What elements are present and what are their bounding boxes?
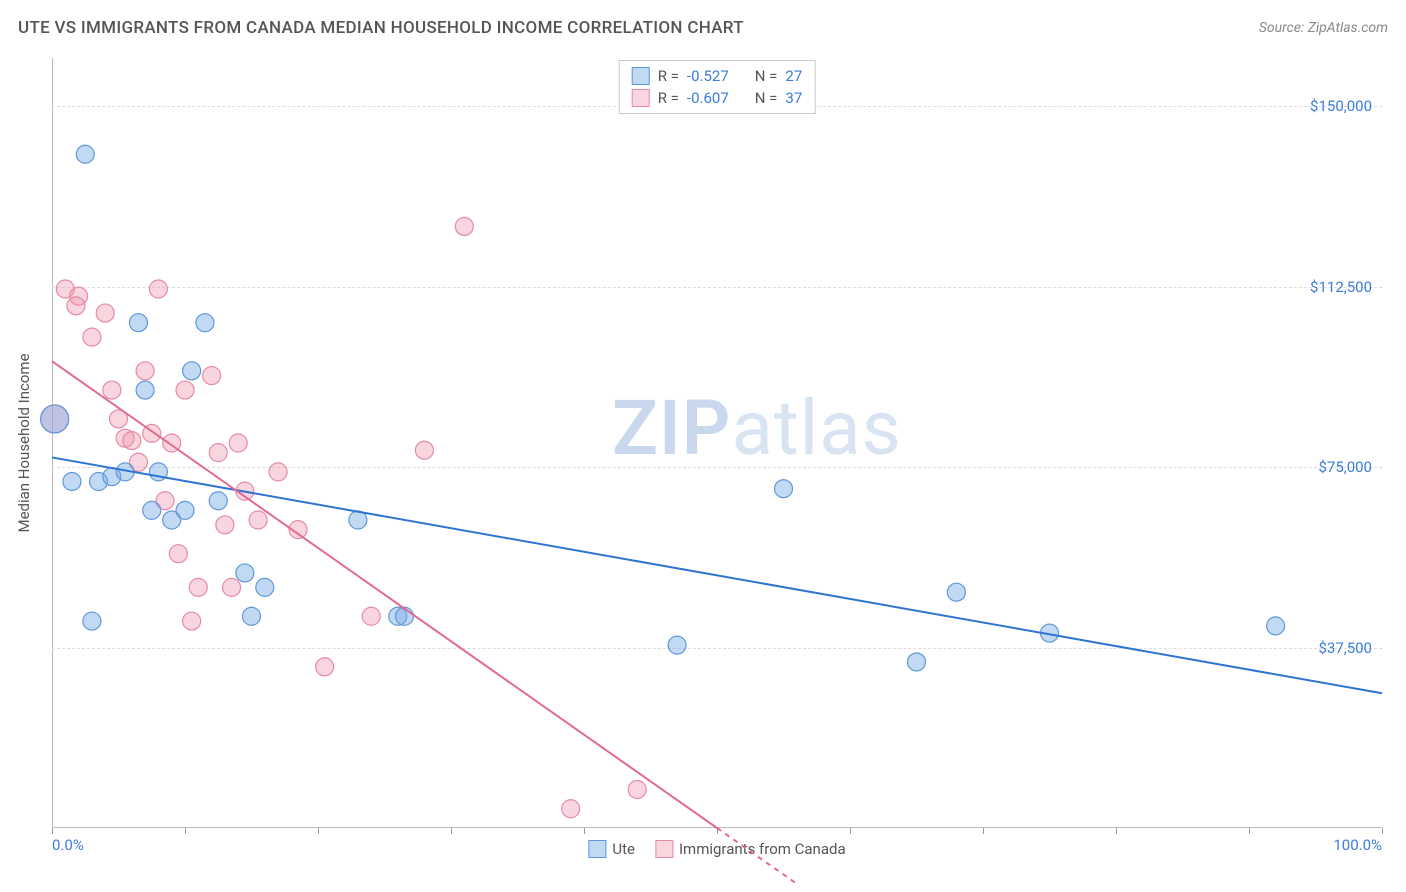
scatter-point (96, 304, 114, 322)
scatter-point (129, 314, 147, 332)
scatter-point (136, 381, 154, 399)
n-value-blue: 27 (785, 67, 802, 85)
x-axis-min-label: 0.0% (52, 836, 84, 854)
series-legend: Ute Immigrants from Canada (588, 840, 845, 858)
scatter-point (243, 607, 261, 625)
x-tick (584, 828, 585, 834)
legend-item-canada: Immigrants from Canada (655, 840, 846, 858)
scatter-point (176, 381, 194, 399)
scatter-point (668, 636, 686, 654)
r-value-blue: -0.527 (687, 67, 729, 85)
scatter-point (41, 405, 69, 433)
stats-row-series1: R = -0.527 N = 27 (632, 65, 803, 87)
scatter-point (196, 314, 214, 332)
x-axis-max-label: 100.0% (1333, 836, 1382, 854)
scatter-point (169, 545, 187, 563)
scatter-point (216, 516, 234, 534)
scatter-point (269, 463, 287, 481)
n-value-pink: 37 (785, 89, 802, 107)
scatter-point (63, 473, 81, 491)
scatter-point (395, 607, 413, 625)
scatter-point (103, 381, 121, 399)
scatter-point (362, 607, 380, 625)
scatter-point (176, 501, 194, 519)
scatter-point (249, 511, 267, 529)
scatter-point (947, 583, 965, 601)
scatter-point (1267, 617, 1285, 635)
scatter-point (628, 781, 646, 799)
x-tick (1382, 828, 1383, 834)
legend-label-canada: Immigrants from Canada (679, 840, 846, 858)
scatter-point (415, 441, 433, 459)
n-label: N = (755, 89, 778, 107)
scatter-point (183, 612, 201, 630)
x-tick (983, 828, 984, 834)
x-tick (318, 828, 319, 834)
scatter-point (83, 328, 101, 346)
chart-title: UTE VS IMMIGRANTS FROM CANADA MEDIAN HOU… (18, 18, 744, 38)
scatter-point (455, 217, 473, 235)
x-tick (1249, 828, 1250, 834)
legend-label-ute: Ute (612, 840, 635, 858)
chart-area: Median Household Income ZIPatlas $37,500… (52, 58, 1382, 828)
scatter-point (229, 434, 247, 452)
scatter-point (209, 444, 227, 462)
scatter-point (149, 280, 167, 298)
scatter-point (143, 501, 161, 519)
scatter-point (236, 564, 254, 582)
swatch-blue (632, 67, 650, 85)
scatter-point (83, 612, 101, 630)
swatch-pink (655, 840, 673, 858)
swatch-pink (632, 89, 650, 107)
scatter-point (123, 432, 141, 450)
correlation-stats-box: R = -0.527 N = 27 R = -0.607 N = 37 (619, 60, 816, 114)
x-tick (52, 828, 53, 834)
stats-row-series2: R = -0.607 N = 37 (632, 87, 803, 109)
scatter-point (209, 492, 227, 510)
x-tick (850, 828, 851, 834)
scatter-point (256, 578, 274, 596)
scatter-point (76, 145, 94, 163)
x-tick (451, 828, 452, 834)
swatch-blue (588, 840, 606, 858)
r-label: R = (658, 89, 679, 107)
source-attribution: Source: ZipAtlas.com (1259, 20, 1388, 36)
scatter-point (316, 658, 334, 676)
scatter-point (183, 362, 201, 380)
scatter-point (67, 297, 85, 315)
y-axis-label: Median Household Income (15, 353, 33, 532)
scatter-point (223, 578, 241, 596)
legend-item-ute: Ute (588, 840, 635, 858)
scatter-point (189, 578, 207, 596)
trend-line (52, 361, 717, 828)
scatter-point (775, 480, 793, 498)
scatter-point (136, 362, 154, 380)
scatter-point (562, 800, 580, 818)
r-value-pink: -0.607 (687, 89, 729, 107)
x-tick (1116, 828, 1117, 834)
r-label: R = (658, 67, 679, 85)
scatter-point (908, 653, 926, 671)
scatter-point (203, 367, 221, 385)
n-label: N = (755, 67, 778, 85)
plot-svg (52, 58, 1382, 828)
x-tick (185, 828, 186, 834)
